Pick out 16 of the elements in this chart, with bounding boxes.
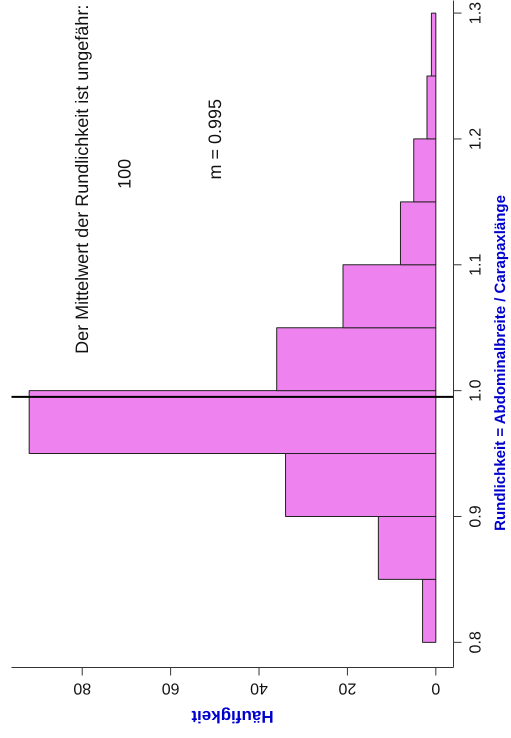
x-tick-label: 40 (250, 680, 268, 696)
annotation: 100 (114, 158, 135, 189)
y-tick-label: 1.1 (468, 254, 484, 276)
y-axis-title: Rundlichkeit = Abdominalbreite / Carapaxlänge (492, 195, 509, 531)
text: Der Mittelwert der Rundlichkeit ist ungefähr: (72, 4, 92, 354)
x-tick-label: 0 (431, 680, 440, 696)
y-tick-label: 0.8 (468, 631, 484, 654)
x-axis-title: Häufigkeit (191, 707, 274, 726)
annotation: m = 0.995 (204, 98, 225, 180)
y-tick-label: 0.9 (468, 505, 484, 528)
y-tick-label: 1.2 (468, 128, 484, 150)
y-tick-label: 1.0 (468, 379, 484, 402)
y-tick-label: 1.3 (468, 2, 484, 24)
x-tick-label: 80 (73, 680, 92, 696)
x-tick-label: 60 (162, 680, 180, 696)
x-tick-label: 20 (338, 680, 356, 696)
